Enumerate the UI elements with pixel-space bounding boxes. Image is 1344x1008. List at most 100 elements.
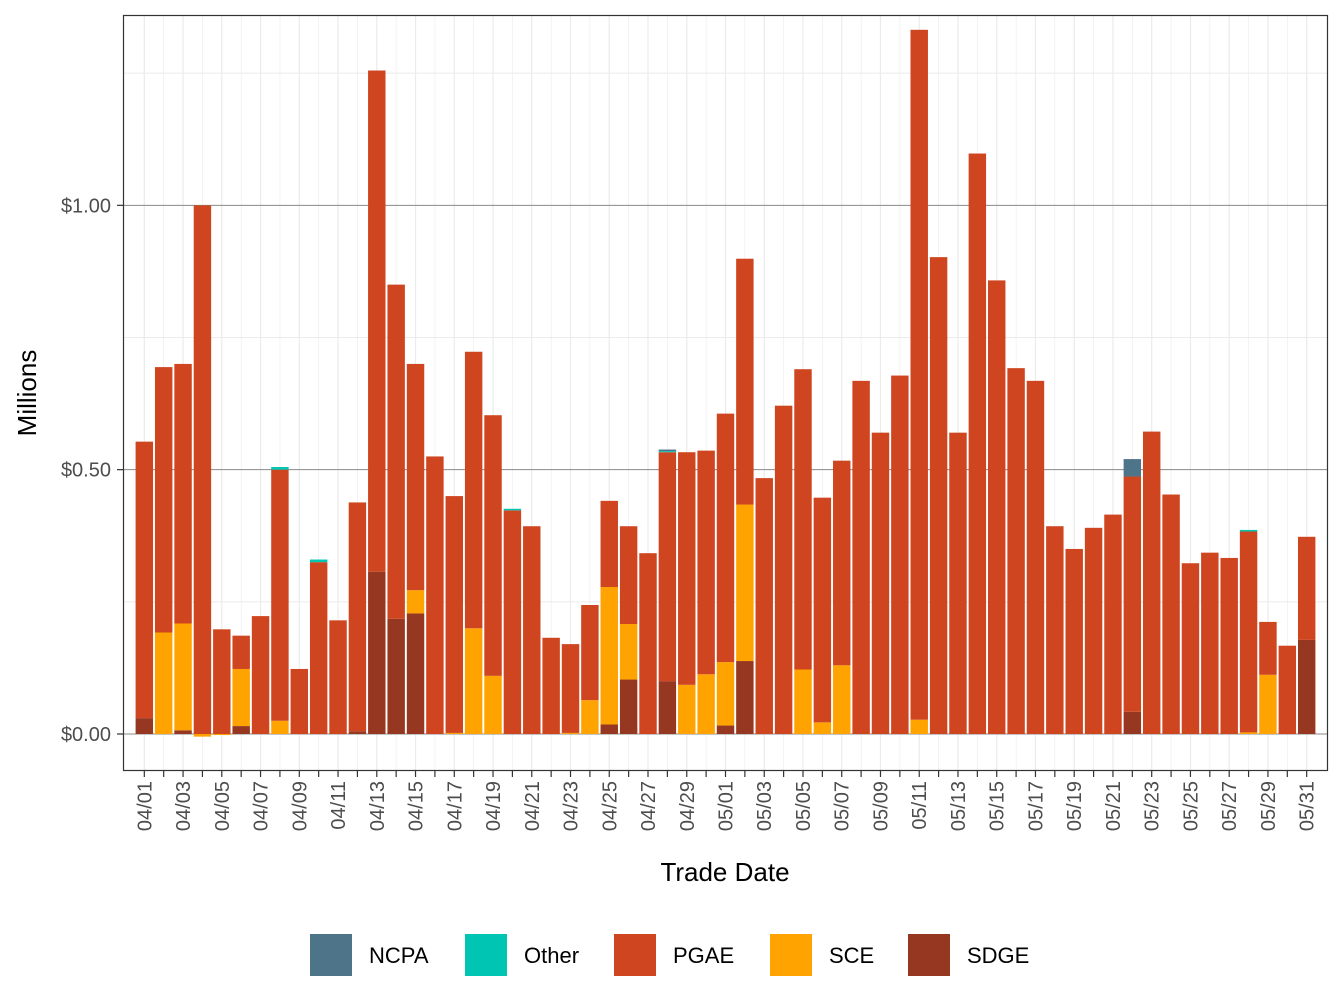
x-tick-label: 05/09 [870, 781, 892, 831]
bar-pgae [1142, 431, 1161, 734]
bar-sdge [1123, 711, 1142, 734]
bar-sce [213, 733, 231, 736]
bar-pgae [1162, 494, 1180, 734]
y-tick-label: $0.00 [61, 724, 111, 746]
x-tick-label: 05/13 [948, 781, 970, 831]
bar-sdge [232, 726, 250, 734]
bar-sce [1239, 732, 1258, 734]
x-tick-label: 05/01 [716, 781, 738, 831]
bar-pgae [135, 441, 154, 719]
x-tick-label: 04/19 [483, 781, 505, 831]
x-tick-label: 05/17 [1025, 781, 1047, 831]
bar-sdge [736, 661, 754, 734]
bar-pgae [309, 562, 328, 734]
bar-pgae [1181, 563, 1200, 734]
bar-pgae [174, 363, 192, 624]
x-axis: 04/01 04/03 04/05 04/07 04/09 04/11 04/13 04/15… [134, 771, 1319, 831]
bar-other [658, 451, 677, 453]
bar-pgae [619, 526, 638, 625]
bar-sdge [619, 679, 638, 734]
bar-pgae [600, 500, 618, 588]
bar-sdge [1297, 639, 1316, 734]
bar-sdge [368, 571, 386, 734]
x-tick-label: 04/11 [328, 781, 350, 830]
bar-pgae [329, 620, 347, 734]
legend-key-pgae [614, 934, 656, 976]
bar-sce [716, 662, 735, 726]
bar-sdge [406, 613, 425, 734]
bar-sce [697, 674, 715, 734]
bar-sce [406, 590, 425, 614]
bar-ncpa [658, 449, 677, 452]
x-tick-label: 05/27 [1219, 781, 1241, 831]
bar-pgae [1220, 557, 1238, 734]
bar-other [309, 559, 328, 563]
y-axis: $0.00 $0.50 $1.00 [61, 195, 123, 746]
bar-sce [464, 628, 483, 734]
bar-sce [232, 668, 250, 727]
bar-pgae [813, 497, 832, 723]
x-tick-label: 05/15 [987, 781, 1009, 831]
bar-pgae [464, 351, 483, 629]
bar-pgae [1259, 621, 1277, 675]
x-tick-label: 05/21 [1103, 781, 1125, 831]
x-tick-label: 04/29 [677, 781, 699, 831]
legend-label-other: Other [524, 943, 579, 968]
x-tick-label: 05/11 [909, 781, 931, 830]
x-tick-label: 04/27 [638, 781, 660, 831]
bar-pgae [1007, 368, 1025, 734]
bar-other [1239, 529, 1258, 532]
x-tick-label: 05/23 [1142, 781, 1164, 831]
legend-key-sce [770, 934, 812, 976]
bar-pgae [368, 70, 386, 572]
bar-pgae [833, 460, 851, 666]
bar-pgae [445, 496, 463, 733]
bar-pgae [1297, 536, 1316, 640]
bar-pgae [561, 644, 580, 733]
bar-pgae [1026, 380, 1045, 734]
bar-pgae [871, 432, 890, 734]
bar-pgae [542, 637, 560, 734]
x-tick-label: 05/07 [832, 781, 854, 831]
bar-other [271, 467, 289, 470]
x-tick-label: 04/05 [212, 781, 234, 831]
bar-sce [600, 587, 618, 725]
bar-sce [678, 684, 696, 734]
bar-pgae [968, 153, 987, 734]
bar-sdge [716, 725, 735, 734]
bar-sce [271, 720, 289, 734]
x-tick-label: 04/17 [444, 781, 466, 831]
bar-pgae [154, 367, 173, 633]
bar-pgae [988, 280, 1006, 734]
y-tick-label: $1.00 [61, 195, 111, 217]
bar-pgae [678, 452, 696, 685]
bar-sce [833, 665, 851, 734]
bar-pgae [271, 469, 289, 721]
bar-sdge [387, 618, 405, 734]
bar-pgae [503, 510, 522, 734]
bar-pgae [910, 29, 928, 720]
bar-sdge [174, 730, 192, 734]
bar-pgae [348, 502, 367, 732]
x-tick-label: 04/15 [406, 781, 428, 831]
bar-pgae [755, 478, 773, 734]
bar-sce [581, 700, 599, 734]
x-tick-label: 05/19 [1064, 781, 1086, 831]
bar-sdge [348, 731, 367, 734]
bar-pgae [290, 668, 309, 734]
x-tick-label: 05/29 [1258, 781, 1280, 831]
bar-pgae [1084, 527, 1103, 734]
bar-pgae [1104, 514, 1122, 734]
bar-sdge [135, 718, 154, 734]
legend-label-sce: SCE [829, 943, 874, 968]
legend-key-sdge [908, 934, 950, 976]
legend-key-other [465, 934, 507, 976]
bar-sdge [600, 724, 618, 734]
bar-pgae [697, 450, 715, 675]
bar-sce [619, 624, 638, 680]
bar-pgae [716, 413, 735, 663]
bar-pgae [213, 629, 231, 734]
bar-pgae [736, 258, 754, 505]
x-tick-label: 05/25 [1180, 781, 1202, 831]
